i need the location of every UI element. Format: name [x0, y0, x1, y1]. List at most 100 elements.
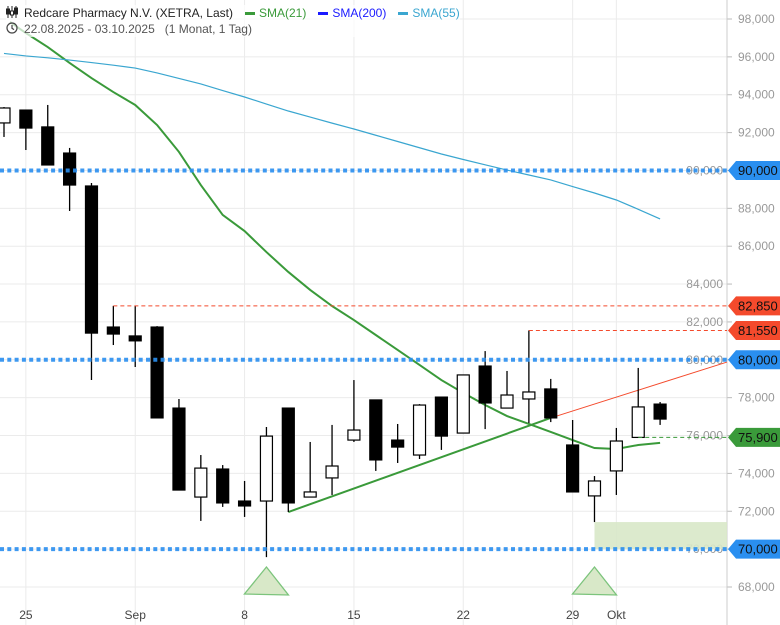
support-zone [594, 522, 727, 550]
candle-body [172, 407, 186, 491]
candle[interactable] [41, 104, 55, 166]
candle-body [587, 480, 602, 497]
level-tag [728, 160, 780, 180]
candle-body [281, 407, 295, 504]
candle-body [303, 491, 317, 498]
candle-body [631, 406, 645, 439]
candle[interactable] [63, 147, 77, 211]
candle-body [41, 126, 55, 166]
candle[interactable] [566, 420, 580, 493]
y-tick-label: 98,000 [738, 12, 775, 26]
y-tick-label: 88,000 [738, 201, 775, 215]
level-tag-label: 90,000 [738, 163, 778, 178]
signal-triangle-icon[interactable] [243, 565, 290, 596]
x-tick-label: 29 [566, 608, 580, 622]
candle[interactable] [325, 424, 339, 495]
y-tick-label: 74,000 [738, 466, 775, 480]
y-tick-label: 92,000 [738, 126, 775, 140]
chart-header: Redcare Pharmacy N.V. (XETRA, Last) SMA(… [6, 5, 460, 37]
chart-title: Redcare Pharmacy N.V. (XETRA, Last) [24, 6, 233, 20]
candle-body [194, 467, 208, 498]
candle[interactable] [106, 305, 120, 346]
candle[interactable] [456, 374, 470, 434]
candle-body [478, 365, 492, 404]
candle-body [544, 388, 558, 419]
legend-sma55[interactable]: SMA(55) [398, 6, 460, 20]
candle[interactable] [478, 351, 492, 430]
candle-body [522, 391, 536, 400]
candle[interactable] [172, 398, 186, 491]
level-tag [728, 427, 780, 447]
candlestick-icon [6, 5, 18, 21]
trendline-support [287, 416, 552, 513]
candle[interactable] [412, 404, 427, 460]
legend-sma200[interactable]: SMA(200) [318, 6, 386, 20]
candle-body [653, 403, 667, 420]
level-tag [728, 350, 780, 370]
candle[interactable] [194, 455, 208, 521]
candle-body [0, 107, 11, 124]
candle[interactable] [347, 380, 361, 442]
candle[interactable] [237, 480, 252, 517]
candle[interactable] [0, 107, 11, 137]
y-tick-label: 82,000 [686, 315, 723, 329]
candle-body [456, 374, 470, 434]
y-tick-label: 72,000 [738, 504, 775, 518]
level-tag-label: 82,850 [738, 298, 778, 313]
candle-body [106, 326, 120, 335]
candle-body [325, 465, 339, 479]
candle-body [500, 394, 514, 409]
y-tick-label: 80,000 [686, 353, 723, 367]
candle-body [566, 444, 580, 493]
candle[interactable] [631, 367, 645, 439]
candle-body [412, 404, 427, 456]
x-tick-label: Sep [125, 608, 147, 622]
candle[interactable] [84, 182, 99, 381]
candle-body [259, 435, 274, 502]
x-tick-label: Okt [607, 608, 626, 622]
candle[interactable] [128, 305, 142, 367]
level-tag [728, 539, 780, 559]
candle[interactable] [391, 423, 405, 463]
series-line-sma21 [9, 21, 661, 450]
legend-swatch [398, 11, 409, 15]
clock-icon [6, 21, 18, 37]
candle-body [19, 109, 33, 129]
level-tag [728, 296, 780, 316]
level-tag-label: 80,000 [738, 352, 778, 367]
candle-body [150, 326, 164, 419]
candle[interactable] [259, 427, 274, 558]
date-range: 22.08.2025 - 03.10.2025 [24, 22, 155, 36]
candle[interactable] [522, 330, 536, 424]
x-tick-label: 25 [19, 608, 33, 622]
series-line-sma55 [3, 52, 661, 220]
candle-body [84, 185, 99, 334]
y-tick-label: 76,000 [686, 429, 723, 443]
signal-triangle-icon[interactable] [571, 565, 618, 596]
candle[interactable] [434, 396, 448, 450]
level-tag-label: 75,900 [738, 430, 778, 445]
y-tick-label: 68,000 [738, 580, 775, 594]
candle[interactable] [216, 465, 230, 507]
y-tick-label: 96,000 [738, 50, 775, 64]
legend-sma21[interactable]: SMA(21) [244, 6, 307, 20]
candle[interactable] [303, 441, 317, 498]
candle[interactable] [653, 402, 667, 425]
candle[interactable] [19, 109, 33, 151]
candle[interactable] [281, 407, 295, 513]
candle-body [369, 399, 383, 461]
legend-label: SMA(21) [258, 6, 307, 20]
candle[interactable] [150, 326, 164, 419]
x-tick-label: 15 [347, 608, 361, 622]
candle-body [391, 439, 405, 448]
candle[interactable] [369, 399, 383, 471]
candle[interactable] [544, 378, 558, 423]
candle[interactable] [587, 476, 602, 523]
candle-body [216, 468, 230, 504]
candle[interactable] [500, 370, 514, 409]
candle-body [347, 429, 361, 441]
level-tag [728, 320, 780, 340]
candle[interactable] [609, 427, 623, 495]
candle-body [434, 396, 448, 437]
